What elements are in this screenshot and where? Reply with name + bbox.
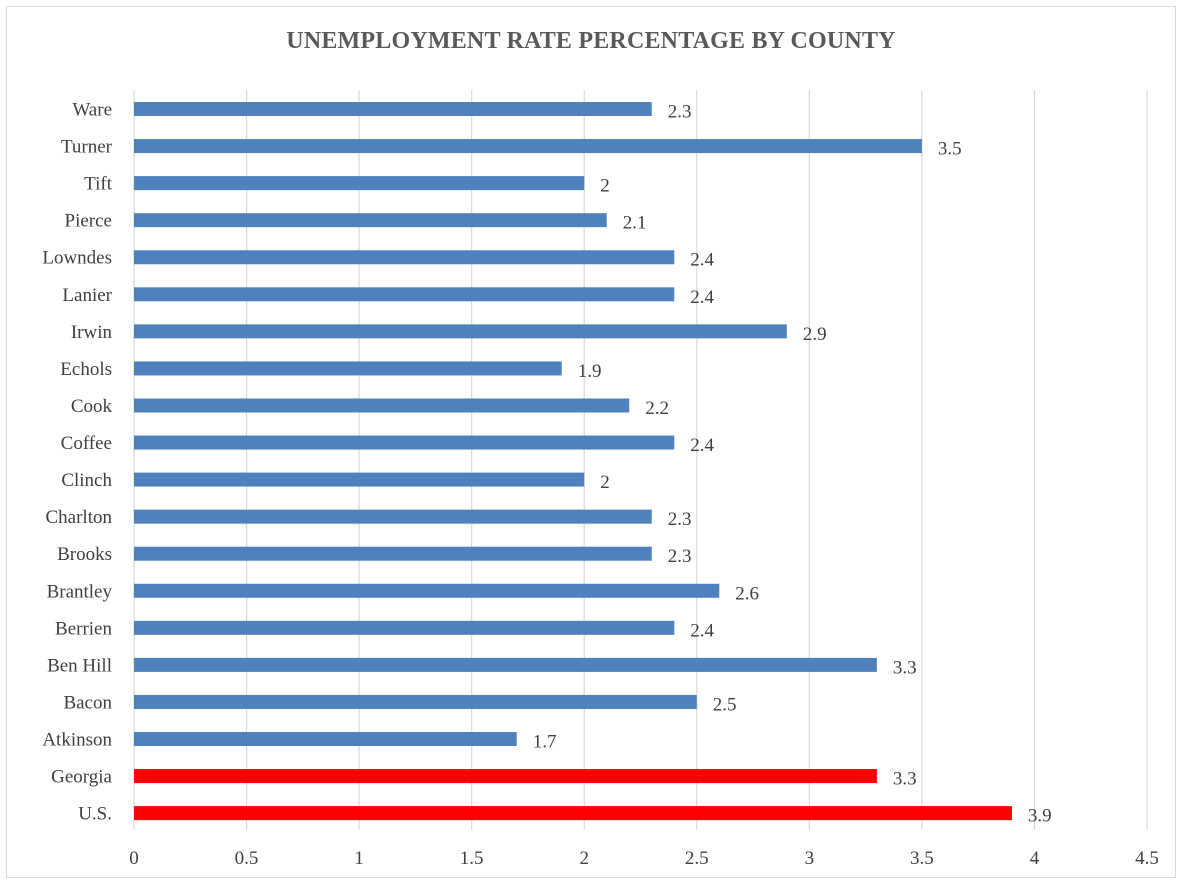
- bar-echols: [134, 361, 562, 376]
- category-label: Coffee: [61, 433, 112, 454]
- bar-charlton: [134, 509, 652, 524]
- x-tick-label: 3: [805, 848, 815, 869]
- category-label: Irwin: [71, 322, 113, 343]
- data-label: 2.5: [713, 694, 737, 715]
- data-label: 2.1: [623, 213, 647, 234]
- x-tick-label: 4: [1030, 848, 1040, 869]
- bar-lowndes: [134, 250, 675, 265]
- x-tick-label: 4.5: [1135, 848, 1159, 869]
- x-tick-label: 0: [129, 848, 139, 869]
- data-label: 2.3: [668, 102, 692, 123]
- category-label: Lowndes: [42, 248, 112, 269]
- category-label: Echols: [60, 359, 112, 380]
- category-label: Charlton: [46, 507, 113, 528]
- bar-lanier: [134, 287, 675, 302]
- category-label: Bacon: [63, 692, 112, 713]
- category-label: Tift: [84, 174, 113, 195]
- category-label: Brooks: [57, 544, 112, 565]
- category-label: Cook: [71, 396, 113, 417]
- bar-berrien: [134, 620, 675, 635]
- bar-brooks: [134, 546, 652, 561]
- category-label: Ben Hill: [47, 655, 112, 676]
- category-label: Brantley: [47, 581, 113, 602]
- data-label: 2.3: [668, 546, 692, 567]
- data-label: 2.4: [690, 250, 714, 271]
- category-label: Lanier: [62, 285, 112, 306]
- data-label: 2.2: [645, 398, 669, 419]
- bar-bacon: [134, 694, 697, 709]
- bar-cook: [134, 398, 630, 413]
- data-label: 2.4: [690, 287, 714, 308]
- data-label: 3.5: [938, 139, 962, 160]
- category-label: Pierce: [65, 211, 112, 232]
- category-label: Ware: [72, 100, 112, 121]
- x-tick-label: 2: [579, 848, 589, 869]
- bar-ware: [134, 102, 652, 116]
- bar-ben-hill: [134, 657, 877, 672]
- data-label: 1.7: [533, 732, 557, 753]
- category-label: Clinch: [61, 470, 112, 491]
- bar-turner: [134, 139, 922, 154]
- bar-georgia: [134, 769, 877, 784]
- data-label: 2: [600, 176, 610, 197]
- data-label: 2.4: [690, 435, 714, 456]
- data-label: 2: [600, 472, 610, 493]
- bar-u-s: [134, 806, 1012, 821]
- category-label: Atkinson: [42, 730, 112, 751]
- category-label: Georgia: [51, 767, 112, 788]
- data-label: 3.3: [893, 769, 917, 790]
- bar-tift: [134, 176, 585, 191]
- data-label: 1.9: [578, 361, 602, 382]
- gridlines: [133, 90, 1148, 830]
- data-label: 2.9: [803, 324, 827, 345]
- data-label: 2.4: [690, 620, 714, 641]
- bar-atkinson: [134, 732, 517, 747]
- data-label: 3.3: [893, 657, 917, 678]
- chart-title: UNEMPLOYMENT RATE PERCENTAGE BY COUNTY: [286, 28, 896, 54]
- bar-clinch: [134, 472, 585, 487]
- x-tick-label: 1.5: [460, 848, 484, 869]
- data-label: 3.9: [1028, 806, 1052, 827]
- category-label: U.S.: [78, 804, 112, 825]
- data-label: 2.6: [735, 583, 759, 604]
- bars: [134, 102, 1012, 821]
- bar-brantley: [134, 583, 720, 598]
- data-label: 2.3: [668, 509, 692, 530]
- category-label: Turner: [61, 137, 113, 158]
- labels: 0 0.5 1 1.5 2 2.5 3 3.5 4 4.5 Ware 2.3 Turner 3.5 Tift…: [42, 100, 1159, 870]
- bar-coffee: [134, 435, 675, 450]
- bar-irwin: [134, 324, 787, 339]
- x-tick-label: 2.5: [685, 848, 709, 869]
- bar-pierce: [134, 213, 607, 228]
- x-tick-label: 3.5: [910, 848, 934, 869]
- x-tick-label: 1: [354, 848, 364, 869]
- x-tick-label: 0.5: [235, 848, 259, 869]
- category-label: Berrien: [55, 618, 112, 639]
